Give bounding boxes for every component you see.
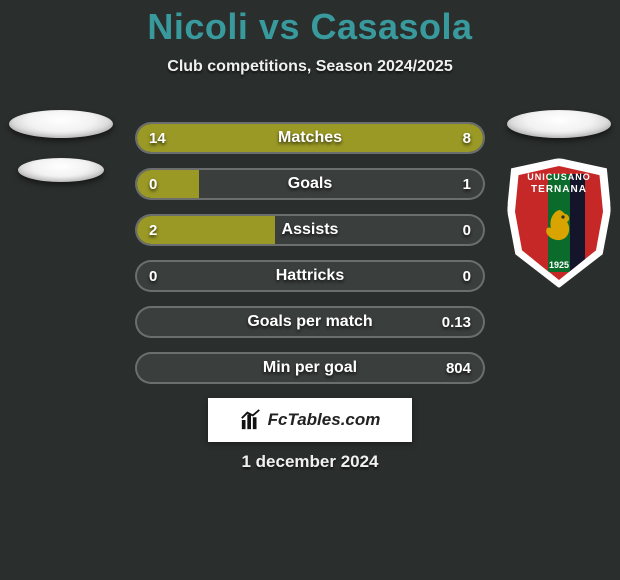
stat-bar: 20Assists <box>135 214 485 246</box>
ellipse-placeholder <box>18 158 104 182</box>
ellipse-placeholder <box>507 110 611 138</box>
fctables-brand-link[interactable]: FcTables.com <box>208 398 412 442</box>
bar-fill-left <box>137 216 275 244</box>
bar-value-right: 0 <box>463 262 471 290</box>
crest-text-top: UNICUSANO <box>507 172 611 182</box>
bar-value-right: 1 <box>463 170 471 198</box>
bar-value-right: 0 <box>463 216 471 244</box>
stat-bar: 804Min per goal <box>135 352 485 384</box>
stat-bar: 148Matches <box>135 122 485 154</box>
ellipse-placeholder <box>9 110 113 138</box>
bar-value-right: 804 <box>446 354 471 382</box>
crest-year: 1925 <box>507 260 611 270</box>
right-badges: UNICUSANO TERNANA 1925 <box>504 110 614 288</box>
bar-fill-left <box>137 170 199 198</box>
stat-bar: 01Goals <box>135 168 485 200</box>
bar-fill-right <box>358 124 483 152</box>
fctables-logo-icon <box>240 409 262 431</box>
bar-label: Min per goal <box>137 354 483 382</box>
crest-text-main: TERNANA <box>507 184 611 195</box>
club-crest-ternana: UNICUSANO TERNANA 1925 <box>507 158 611 288</box>
stat-bar: 0.13Goals per match <box>135 306 485 338</box>
left-badges <box>6 110 116 182</box>
page-title: Nicoli vs Casasola <box>0 0 620 48</box>
snapshot-date: 1 december 2024 <box>0 452 620 472</box>
stat-bar: 0 0Hattricks <box>135 260 485 292</box>
subtitle: Club competitions, Season 2024/2025 <box>0 58 620 76</box>
bar-label: Goals per match <box>137 308 483 336</box>
bar-value-right: 0.13 <box>442 308 471 336</box>
fctables-brand-text: FcTables.com <box>268 410 381 430</box>
comparison-card: Nicoli vs Casasola Club competitions, Se… <box>0 0 620 580</box>
bar-label: Hattricks <box>137 262 483 290</box>
crest-emblem-icon <box>539 206 579 246</box>
bar-fill-left <box>137 124 358 152</box>
stat-bar-list: 148Matches01Goals20Assists00Hattricks0.1… <box>135 122 485 384</box>
bar-value-left: 0 <box>149 262 157 290</box>
